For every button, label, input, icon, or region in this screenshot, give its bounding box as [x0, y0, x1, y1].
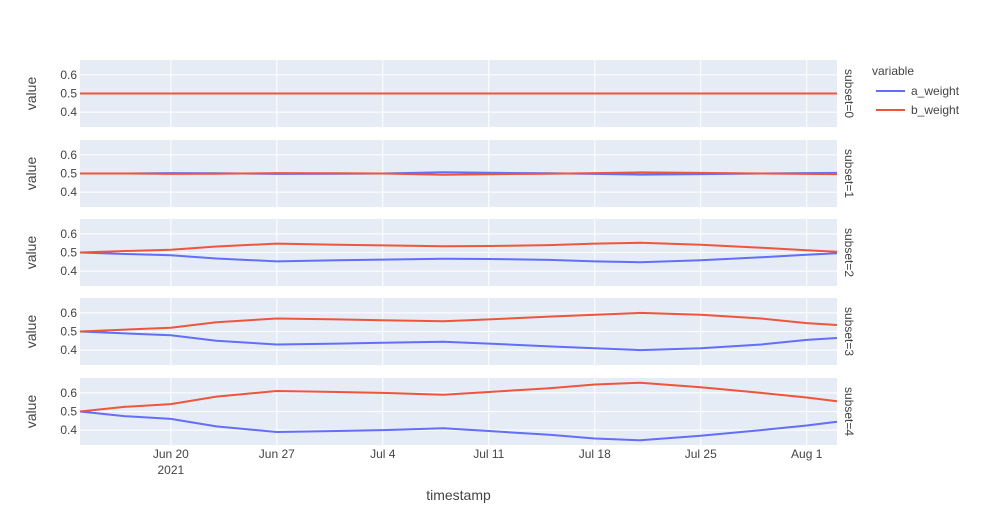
- x-tick-label: Aug 1: [791, 447, 823, 461]
- facet-label: subset=2: [842, 228, 856, 277]
- y-axis-title: value: [23, 395, 39, 429]
- y-tick-label: 0.5: [60, 87, 77, 101]
- y-tick-label: 0.5: [60, 167, 77, 181]
- x-tick-label: Jul 4: [370, 447, 396, 461]
- x-axis-title: timestamp: [426, 487, 491, 503]
- legend-label: a_weight: [911, 84, 960, 98]
- y-tick-label: 0.5: [60, 325, 77, 339]
- series-line-a-weight: [79, 410, 838, 442]
- x-tick-label: Jun 27: [259, 447, 295, 461]
- y-tick-label: 0.6: [60, 148, 77, 162]
- x-tick-sublabel: 2021: [157, 463, 184, 477]
- facet-label: subset=4: [842, 387, 856, 436]
- y-axis-title: value: [23, 315, 39, 349]
- facet-label: subset=1: [842, 149, 856, 198]
- series-line-a-weight: [79, 330, 838, 352]
- x-tick-label: Jul 25: [685, 447, 717, 461]
- y-tick-label: 0.4: [60, 264, 77, 278]
- series-line-b-weight: [80, 171, 838, 176]
- y-tick-label: 0.4: [60, 185, 77, 199]
- y-tick-label: 0.5: [60, 405, 77, 419]
- series-line-b-weight: [79, 381, 838, 413]
- y-axis-title: value: [23, 236, 39, 270]
- x-tick-label: Jul 11: [473, 447, 504, 461]
- series-line-b-weight: [79, 241, 838, 254]
- y-tick-label: 0.6: [60, 386, 77, 400]
- series-line-b-weight: [79, 311, 838, 333]
- y-tick-label: 0.4: [60, 423, 77, 437]
- x-tick-label: Jun 20: [153, 447, 189, 461]
- y-tick-label: 0.4: [60, 343, 77, 357]
- y-axis-title: value: [23, 157, 39, 191]
- y-axis-title: value: [23, 77, 39, 111]
- legend-title: variable: [872, 64, 914, 78]
- series-line-a-weight: [79, 251, 838, 264]
- facet-label: subset=3: [842, 307, 856, 356]
- y-tick-label: 0.4: [60, 105, 77, 119]
- y-tick-label: 0.6: [60, 68, 77, 82]
- y-tick-label: 0.6: [60, 227, 77, 241]
- y-tick-label: 0.5: [60, 246, 77, 260]
- facet-label: subset=0: [842, 69, 856, 118]
- legend-label: b_weight: [911, 103, 960, 117]
- x-tick-label: Jul 18: [579, 447, 611, 461]
- y-tick-label: 0.6: [60, 306, 77, 320]
